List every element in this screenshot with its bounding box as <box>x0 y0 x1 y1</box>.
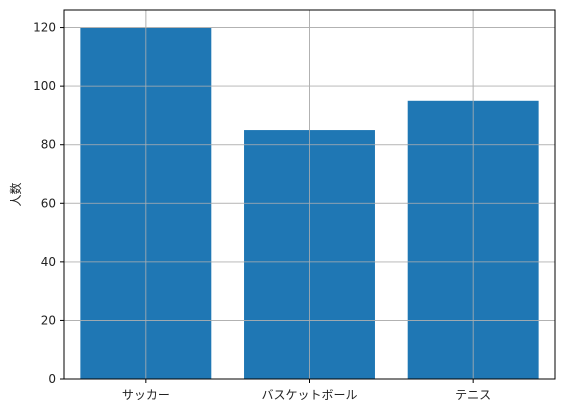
y-tick-label: 80 <box>41 138 56 152</box>
y-axis-title: 人数 <box>8 182 23 206</box>
y-tick-label: 120 <box>33 21 56 35</box>
y-tick-label: 40 <box>41 255 56 269</box>
y-tick-label: 100 <box>33 79 56 93</box>
label-layer: 0 20 40 60 80 100 120 サッカー バスケットボール テニス <box>33 21 491 402</box>
axes-layer <box>60 9 556 383</box>
x-category-label: サッカー <box>122 388 170 402</box>
y-tick-label: 20 <box>41 313 56 327</box>
x-category-label: テニス <box>455 388 491 402</box>
x-category-label: バスケットボール <box>261 388 357 402</box>
y-tick-label: 60 <box>41 196 56 210</box>
y-tick-label: 0 <box>48 372 56 386</box>
